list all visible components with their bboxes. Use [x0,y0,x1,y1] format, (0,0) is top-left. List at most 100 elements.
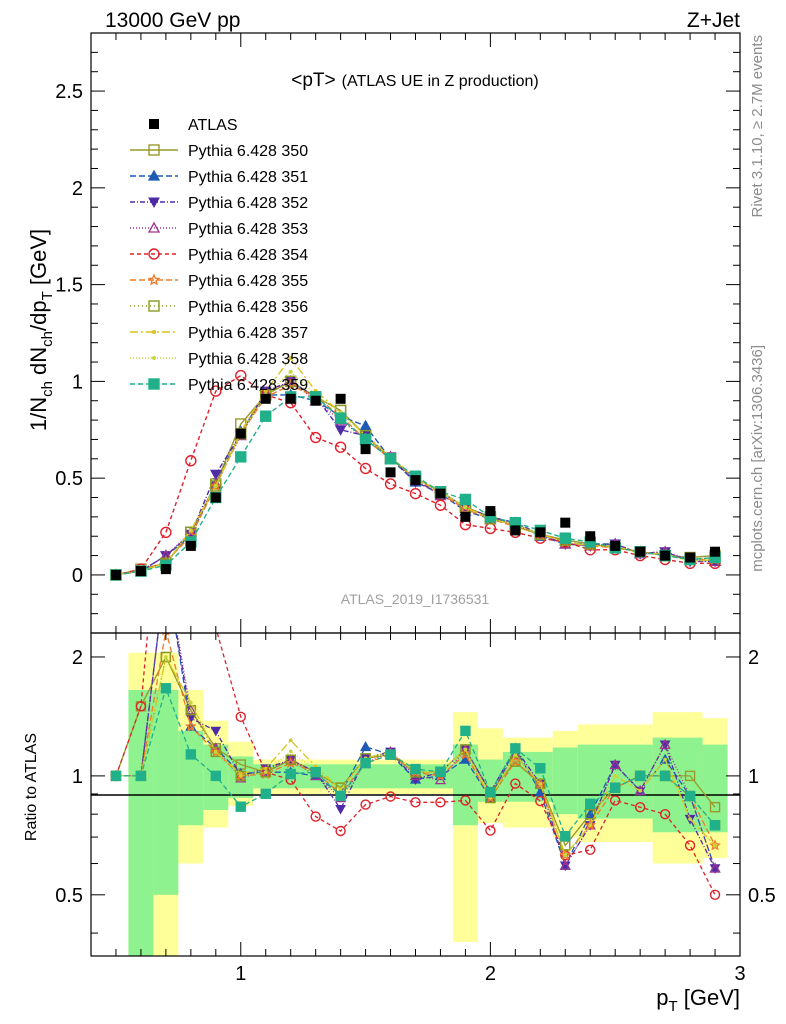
series-5-point [384,478,397,490]
series-9-ratio-point [563,853,568,858]
series-5-ratio-point [310,811,321,822]
series-9-ratio-point [538,782,543,786]
side-text-mcplots: mcplots.cern.ch [arXiv:1306.3436] [749,345,766,572]
series-5-ratio-point [485,825,496,836]
legend-marker [148,378,160,390]
series-5-ratio-point [510,778,521,789]
series-9-point [188,528,193,533]
series-3-point [209,469,222,481]
series-5-ratio-point [684,840,696,851]
series-6-ratio-point [534,777,547,789]
data-point [385,467,396,478]
series-10-ratio-point [634,770,646,782]
data-point [235,428,246,439]
series-10-ratio-point [659,770,671,782]
ratio-band-inner-bin [702,744,728,833]
series-9-ratio-point [638,789,642,793]
legend-label: Pythia 6.428 356 [188,299,308,316]
series-9-ratio-point [263,770,268,774]
series-9-ratio-point [663,757,667,762]
legend-marker [147,169,161,181]
legend-marker [147,221,161,233]
series-8-ratio-point [263,766,268,771]
legend-label: Pythia 6.428 358 [188,351,308,368]
series-7-ratio-point [585,808,596,820]
series-4-ratio-line [116,633,716,869]
series-2-point [359,419,372,431]
series-3-ratio-point [210,726,222,737]
series-10-point [235,451,247,463]
series-5-point [185,455,197,467]
series-9-ratio-point [688,817,692,821]
series-10-ratio-point [210,770,222,782]
series-9-point [463,505,468,510]
data-point [135,566,146,577]
series-9-ratio-point [613,774,617,778]
series-6-ratio-point [209,745,222,758]
series-6-ratio-point [234,769,247,781]
series-3-ratio-point [335,804,346,815]
data-point [610,540,621,551]
series-9-ratio-point [463,747,468,752]
ratio-band-inner-bin [178,730,204,826]
series-10-ratio-point [535,763,546,774]
tick-label: 0.5 [748,885,776,907]
data-point [210,492,221,503]
data-point [185,540,196,551]
series-10-point [359,433,372,446]
tick-label: 1 [72,766,83,788]
series-10-ratio-point [510,743,521,754]
series-6-ratio-point [284,757,297,769]
series-4-ratio-point [634,784,646,796]
series-2-ratio-point [584,808,596,819]
legend-marker [147,273,161,286]
series-6-ratio-point [709,839,721,851]
series-7-ratio-point [235,770,246,782]
tick-label: 0 [72,565,83,587]
data-point [285,393,296,404]
series-4-ratio-point [609,758,621,770]
legend-label: Pythia 6.428 351 [188,169,308,186]
series-5-ratio-point [709,889,721,901]
series-5-ratio-point [435,797,446,808]
series-3-point [334,425,347,436]
series-10-ratio-point [609,782,621,793]
legend-label: Pythia 6.428 354 [188,247,308,264]
series-5-ratio-point [360,799,371,810]
series-7-ratio-point [210,746,222,758]
series-10-ratio-point [460,725,471,737]
data-point [410,475,421,486]
tick-label: 2 [485,963,496,985]
series-5-ratio-point [410,797,421,808]
plot-title: <pT> (ATLAS UE in Z production) [291,70,538,91]
series-9-point [288,369,293,374]
ratio-y-axis-label: Ratio to ATLAS [23,733,40,841]
series-8-ratio-point [288,738,293,743]
y-axis-label: 1/Nch dNch/dpT [GeV] [26,229,56,431]
series-1-ratio-point [684,770,696,782]
series-10-ratio-point [235,801,246,812]
ratio-band-inner-bin [652,737,703,833]
legend-label: Pythia 6.428 350 [188,143,308,160]
series-10-ratio-point [185,749,197,760]
series-5-ratio-point [135,701,147,712]
data-point [310,395,321,406]
series-4-ratio-point [285,753,297,764]
series-5-point [334,441,347,453]
tick-label: 1 [748,766,759,788]
series-6-point [209,479,223,492]
axis-ticks: 1 2 3 0 0.5 1 1.5 2 2.5 0.5 0.5 1 1 2 2 [55,33,776,985]
analysis-label: ATLAS_2019_I1736531 [341,591,490,607]
data-point [110,569,121,580]
series-6-ratio-point [185,720,197,732]
data-point [535,527,546,538]
legend-marker [148,300,160,312]
legend-label: Pythia 6.428 357 [188,325,308,342]
legend-marker [152,330,156,334]
series-10-ratio-point [410,763,421,775]
series-8-point [288,356,293,361]
data-point [485,506,496,517]
data-point [360,444,371,455]
series-7-ratio-point [160,651,172,663]
series-10-ratio-point [360,757,371,769]
